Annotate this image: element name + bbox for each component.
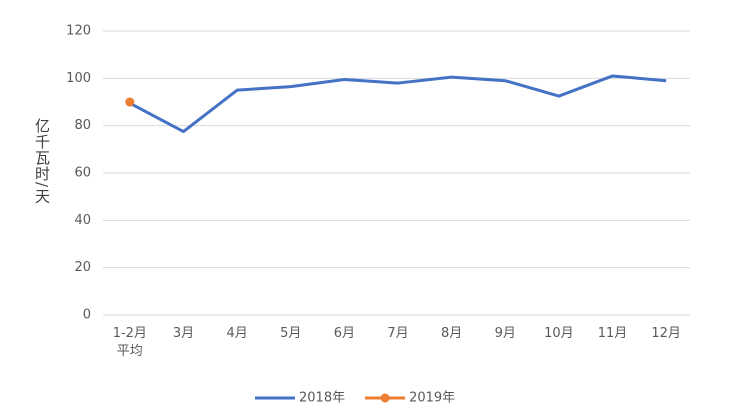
y-tick-label: 120 <box>66 24 91 39</box>
x-tick-label: 5月 <box>280 326 302 341</box>
data-point <box>125 97 135 107</box>
y-tick-label: 0 <box>83 308 91 323</box>
x-tick-label: 11月 <box>597 326 628 341</box>
x-tick-label: 12月 <box>651 326 681 341</box>
x-tick-label: 3月 <box>172 326 195 341</box>
y-tick-label: 100 <box>66 71 91 86</box>
y-tick-label: 20 <box>74 260 91 275</box>
x-tick-label: 4月 <box>226 326 248 341</box>
series-line <box>129 74 667 134</box>
y-tick-label: 60 <box>74 166 91 181</box>
x-tick-label: 1-2月 平均 <box>112 326 147 359</box>
x-tick-label: 6月 <box>333 326 355 341</box>
legend-marker <box>380 393 390 403</box>
x-tick-label: 8月 <box>440 326 463 341</box>
y-tick-label: 80 <box>74 118 91 133</box>
legend-label: 2019年 <box>409 391 455 406</box>
x-tick-label: 9月 <box>494 326 516 341</box>
x-tick-label: 10月 <box>544 326 574 341</box>
y-axis-label: 亿千瓦时/天 <box>33 118 51 205</box>
y-tick-label: 40 <box>74 213 91 228</box>
legend-label: 2018年 <box>299 391 345 406</box>
x-tick-label: 7月 <box>387 326 409 341</box>
